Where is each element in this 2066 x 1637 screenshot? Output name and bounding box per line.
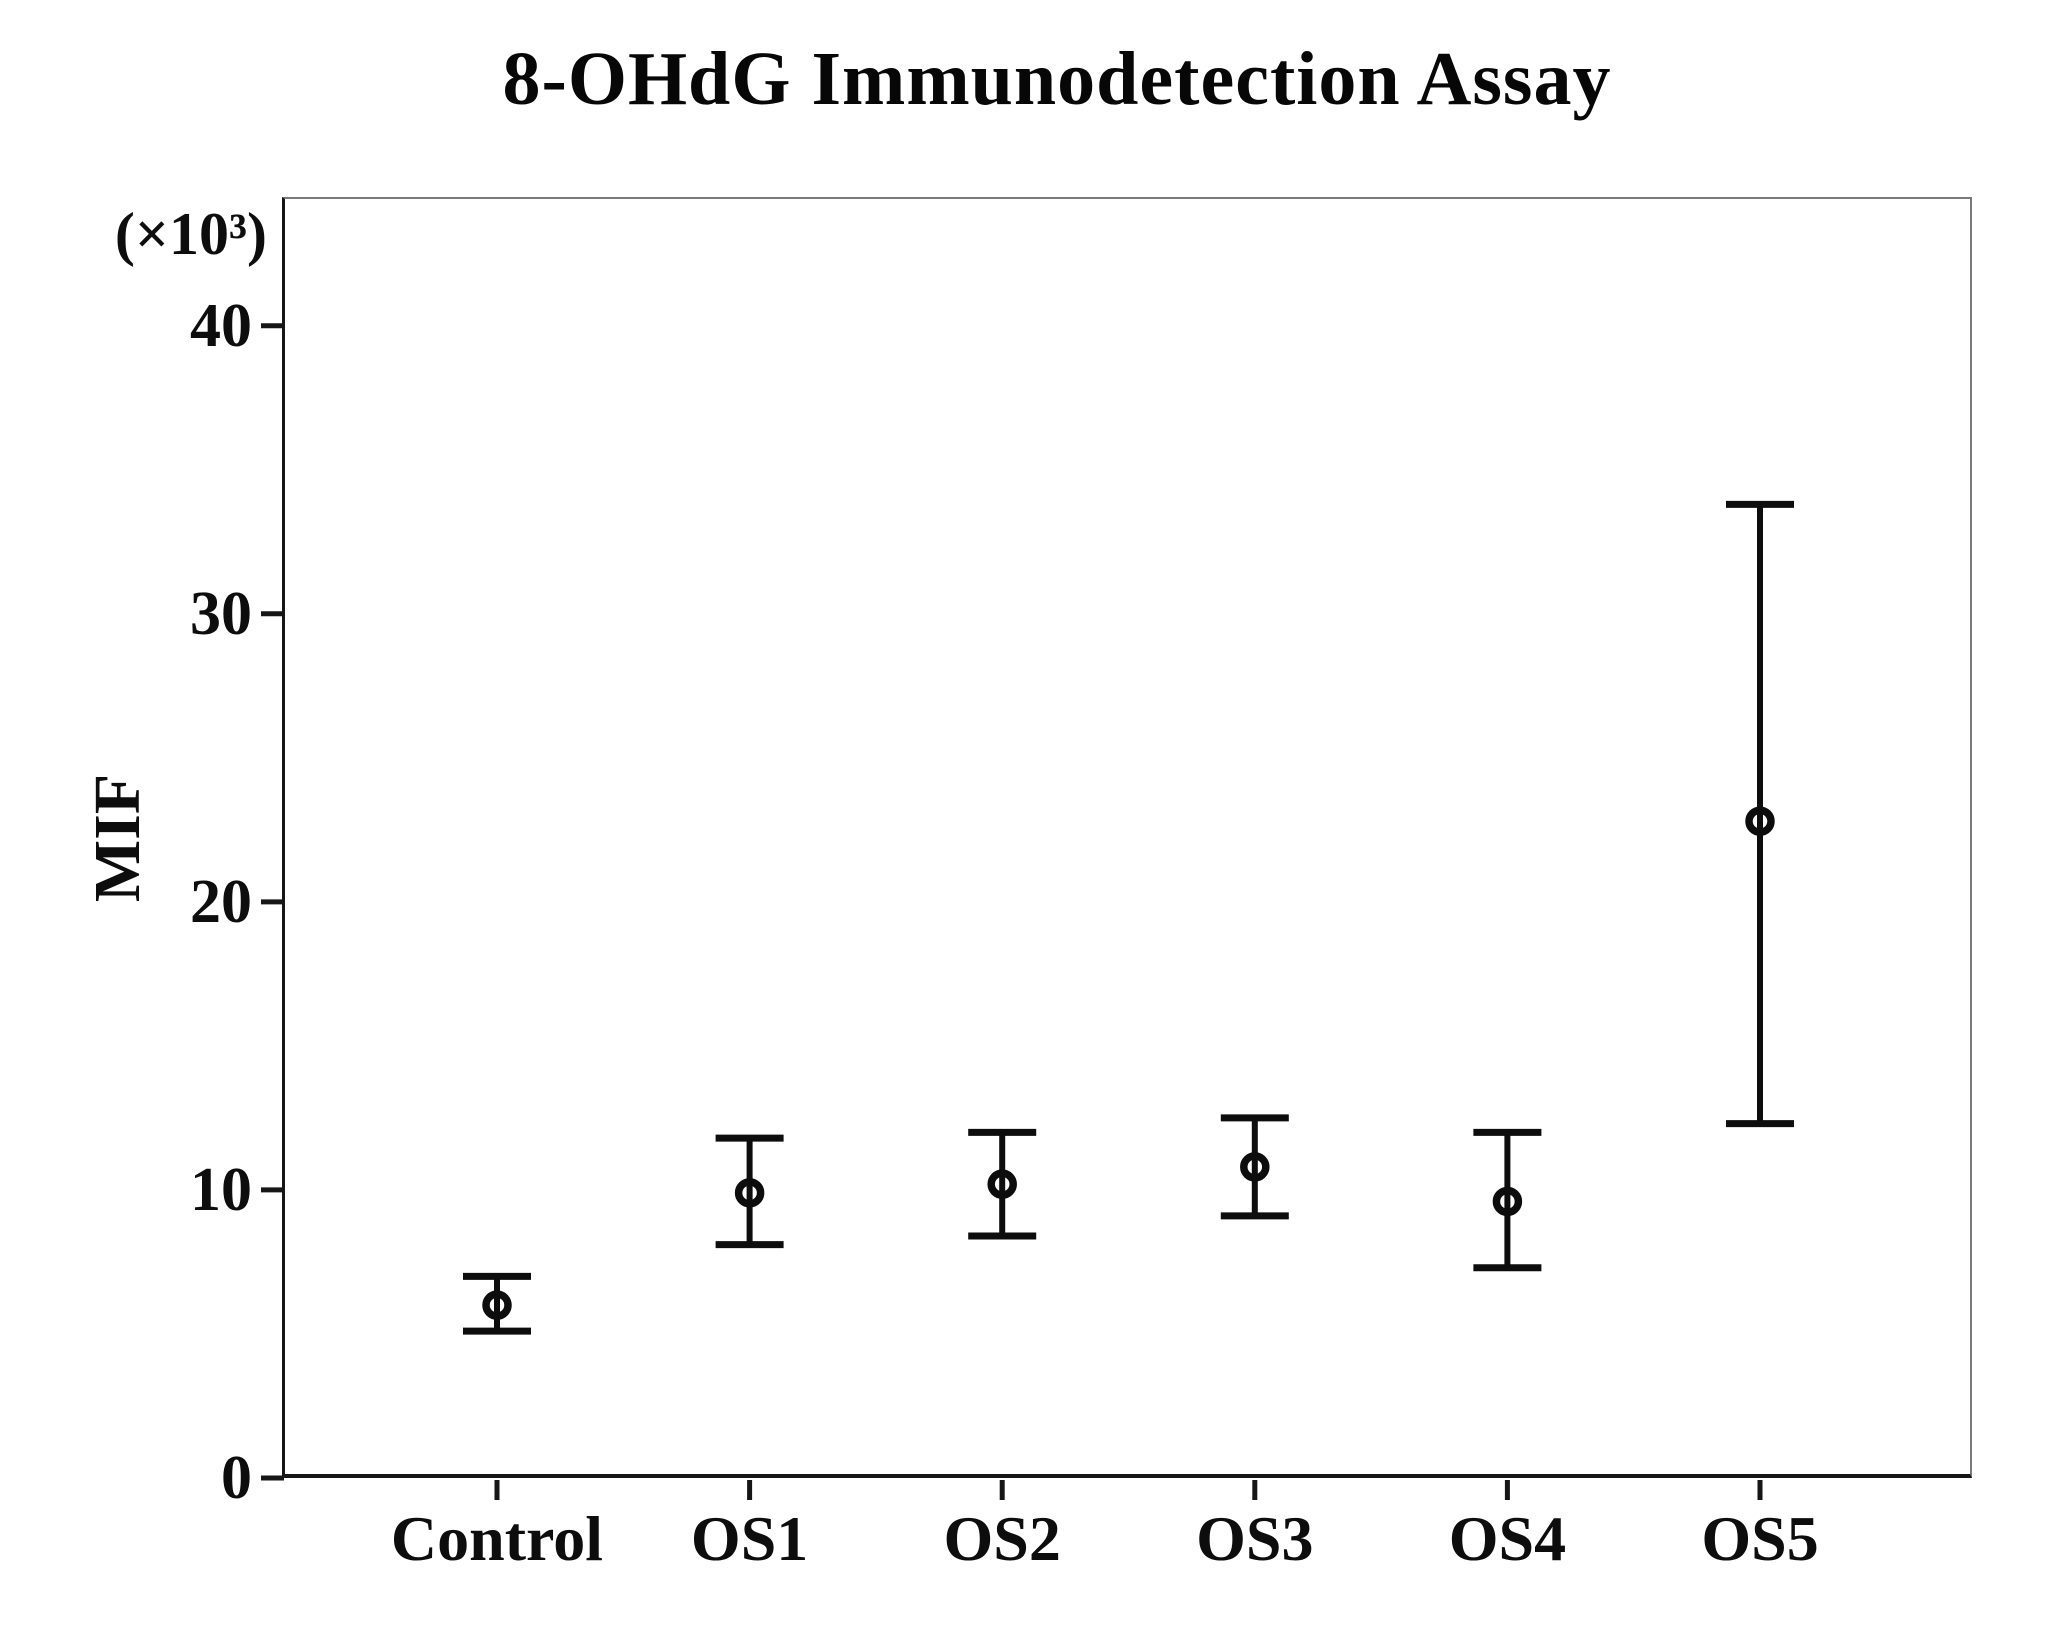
x-category-label-os1: OS1 xyxy=(690,1503,809,1574)
chart-title: 8-OHdG Immunodetection Assay xyxy=(502,37,1612,121)
y-tick-label-10: 10 xyxy=(190,1155,252,1224)
y-tick-label-0: 0 xyxy=(221,1444,252,1512)
x-category-label-control: Control xyxy=(390,1503,604,1574)
x-category-label-os3: OS3 xyxy=(1196,1503,1314,1574)
x-category-label-os5: OS5 xyxy=(1701,1503,1819,1574)
y-tick-label-40: 40 xyxy=(190,291,252,360)
x-category-label-os2: OS2 xyxy=(943,1503,1061,1574)
plot-area xyxy=(282,197,1972,1478)
x-category-label-os4: OS4 xyxy=(1448,1503,1567,1574)
y-axis-unit-label: (×10³) xyxy=(114,201,267,267)
y-tick-label-20: 20 xyxy=(190,867,252,936)
y-tick-label-30: 30 xyxy=(190,579,252,648)
